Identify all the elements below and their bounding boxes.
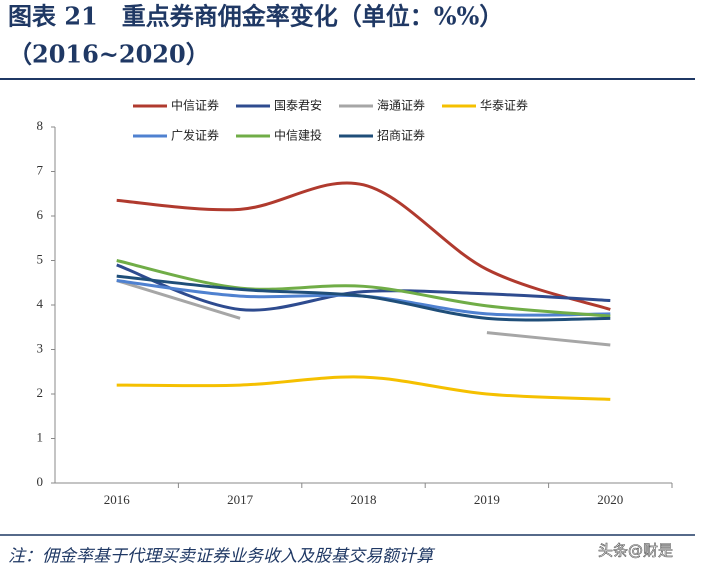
y-tick-label: 8 [37,118,44,133]
watermark: 头条@财是 [598,542,673,560]
y-tick-label: 5 [37,251,44,266]
legend-label: 中信建投 [274,128,322,143]
legend-label: 招商证券 [377,128,425,143]
y-tick-label: 0 [37,474,44,489]
legend-label: 国泰君安 [274,98,322,113]
x-tick-label: 2019 [474,492,500,507]
y-tick-label: 7 [37,162,44,177]
chart-title: 图表 21 重点券商佣金率变化（单位：%%） [8,2,503,31]
x-tick-label: 2016 [104,492,131,507]
series-line [116,375,611,401]
x-tick-label: 2020 [597,492,623,507]
legend-label: 中信证券 [171,98,219,113]
y-tick-label: 6 [37,207,44,222]
legend-label: 华泰证券 [480,98,528,113]
x-tick-label: 2018 [351,492,377,507]
series-line [116,181,611,311]
note: 注：佣金率基于代理买卖证券业务收入及股基交易额计算 [8,547,436,567]
y-tick-label: 3 [37,340,44,355]
series-line [116,263,611,312]
series-line [116,259,611,318]
series-line [116,279,241,320]
legend-label: 海通证券 [377,98,425,113]
series-line [116,274,611,322]
chart-subtitle: （2016~2020） [8,40,210,69]
x-tick-label: 2017 [227,492,254,507]
legend-label: 广发证券 [171,128,219,143]
y-tick-label: 2 [37,385,44,400]
y-tick-label: 4 [37,296,44,311]
y-tick-label: 1 [37,429,44,444]
series-line [486,331,611,347]
